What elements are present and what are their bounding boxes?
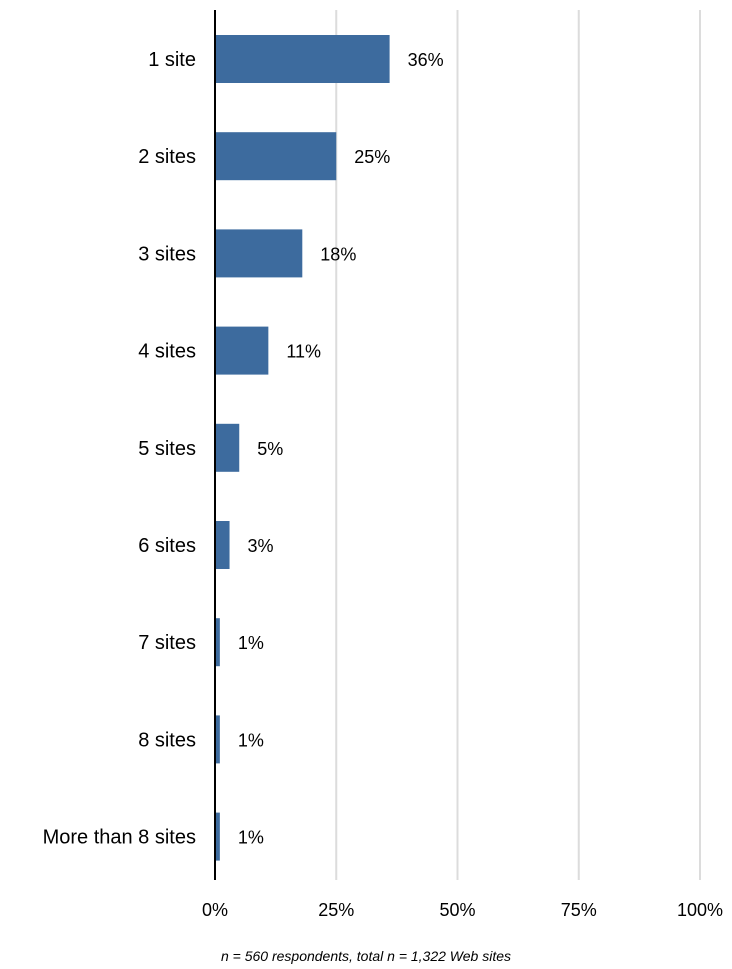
bar [215, 812, 220, 861]
x-tick-labels: 0% 25% 50% 75% 100% [202, 900, 723, 920]
value-label: 1% [238, 828, 264, 848]
category-label: More than 8 sites [43, 827, 196, 849]
category-label: 2 sites [138, 146, 196, 168]
value-label: 36% [408, 50, 444, 70]
category-label: 4 sites [138, 341, 196, 363]
category-label: 5 sites [138, 438, 196, 460]
x-tick-label: 0% [202, 900, 228, 920]
value-label: 3% [248, 536, 274, 556]
value-label: 25% [354, 147, 390, 167]
category-labels: 1 site 2 sites 3 sites 4 sites 5 sites 6 site… [43, 49, 196, 849]
bar [215, 618, 220, 667]
sample-note: n = 560 respondents, total n = 1,322 Web… [220, 948, 512, 964]
value-label: 18% [320, 244, 356, 264]
value-labels: 36% 25% 18% 11% 5% 3% 1% 1% 1% [238, 50, 444, 848]
bar [215, 715, 220, 764]
x-tick-label: 75% [561, 900, 597, 920]
category-label: 6 sites [138, 535, 196, 557]
bars [215, 35, 390, 861]
value-label: 11% [286, 342, 321, 362]
category-label: 3 sites [138, 243, 196, 265]
category-label: 7 sites [138, 632, 196, 654]
x-tick-label: 50% [439, 900, 475, 920]
bar [215, 326, 269, 375]
bar [215, 521, 230, 569]
bar [215, 35, 390, 83]
value-label: 1% [238, 633, 264, 653]
bar [215, 423, 240, 472]
bar-chart: 1 site 2 sites 3 sites 4 sites 5 sites 6 site… [43, 10, 723, 920]
category-label: 1 site [148, 49, 196, 71]
x-tick-label: 100% [677, 900, 723, 920]
value-label: 1% [238, 730, 264, 750]
gridlines [335, 10, 701, 880]
bar [215, 229, 303, 278]
bar [215, 132, 337, 181]
x-tick-label: 25% [318, 900, 354, 920]
value-label: 5% [257, 439, 283, 459]
category-label: 8 sites [138, 729, 196, 751]
